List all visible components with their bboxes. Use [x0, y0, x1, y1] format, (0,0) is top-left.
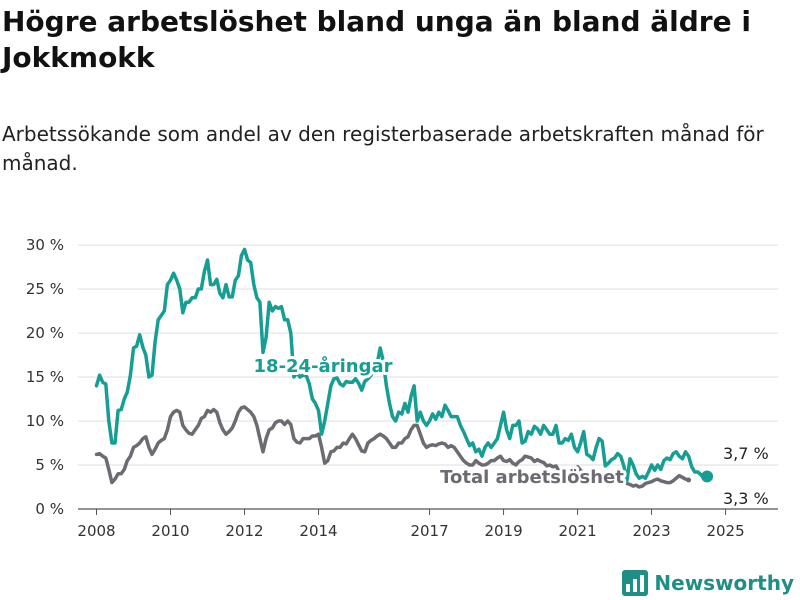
end-marker-18-24	[701, 470, 714, 483]
x-tick-label: 2008	[77, 522, 115, 540]
y-tick-label: 15 %	[26, 368, 64, 386]
x-tick-label: 2010	[151, 522, 189, 540]
y-tick-label: 0 %	[35, 500, 64, 518]
end-value-18-24: 3,7 %	[723, 444, 769, 463]
series-label-18-24: 18-24-åringar	[254, 355, 393, 377]
x-tick-label: 2019	[484, 522, 522, 540]
y-gridlines	[78, 244, 778, 510]
x-tick-label: 2025	[706, 522, 744, 540]
brand-name: Newsworthy	[654, 571, 794, 595]
y-axis: 0 % 5 % 10 % 15 % 20 % 25 % 30 %	[26, 236, 64, 518]
y-tick-label: 30 %	[26, 236, 64, 254]
series-line-total	[94, 405, 691, 489]
brand-logo: Newsworthy	[622, 568, 794, 598]
y-tick-label: 10 %	[26, 412, 64, 430]
y-tick-label: 20 %	[26, 324, 64, 342]
x-tick-label: 2021	[558, 522, 596, 540]
end-marker-total	[686, 477, 692, 483]
x-tick-label: 2023	[632, 522, 670, 540]
line-chart: 0 %5 %10 %15 %20 %25 %30 % 2008 2010 2012 2…	[26, 236, 778, 540]
series-line-18-24	[94, 247, 709, 483]
series-label-total: Total arbetslöshet	[440, 467, 624, 488]
x-tick-label: 2014	[299, 522, 337, 540]
x-tick-label: 2012	[225, 522, 263, 540]
chart-subtitle: Arbetssökande som andel av den registerb…	[2, 122, 764, 175]
x-tick-label: 2017	[410, 522, 448, 540]
end-value-total: 3,3 %	[723, 489, 769, 508]
y-tick-label: 25 %	[26, 280, 64, 298]
series-lines	[94, 247, 714, 489]
x-axis: 2008 2010 2012 2014 2017 2019 2021 2023 2025	[77, 509, 745, 540]
series-labels: 18-24-åringar Total arbetslöshet 3,7 % 3,3 …	[251, 352, 771, 510]
bar-chart-logo-icon	[622, 570, 649, 596]
chart-title: Högre arbetslöshet bland unga än bland ä…	[2, 5, 751, 74]
y-tick-label: 5 %	[35, 456, 64, 474]
